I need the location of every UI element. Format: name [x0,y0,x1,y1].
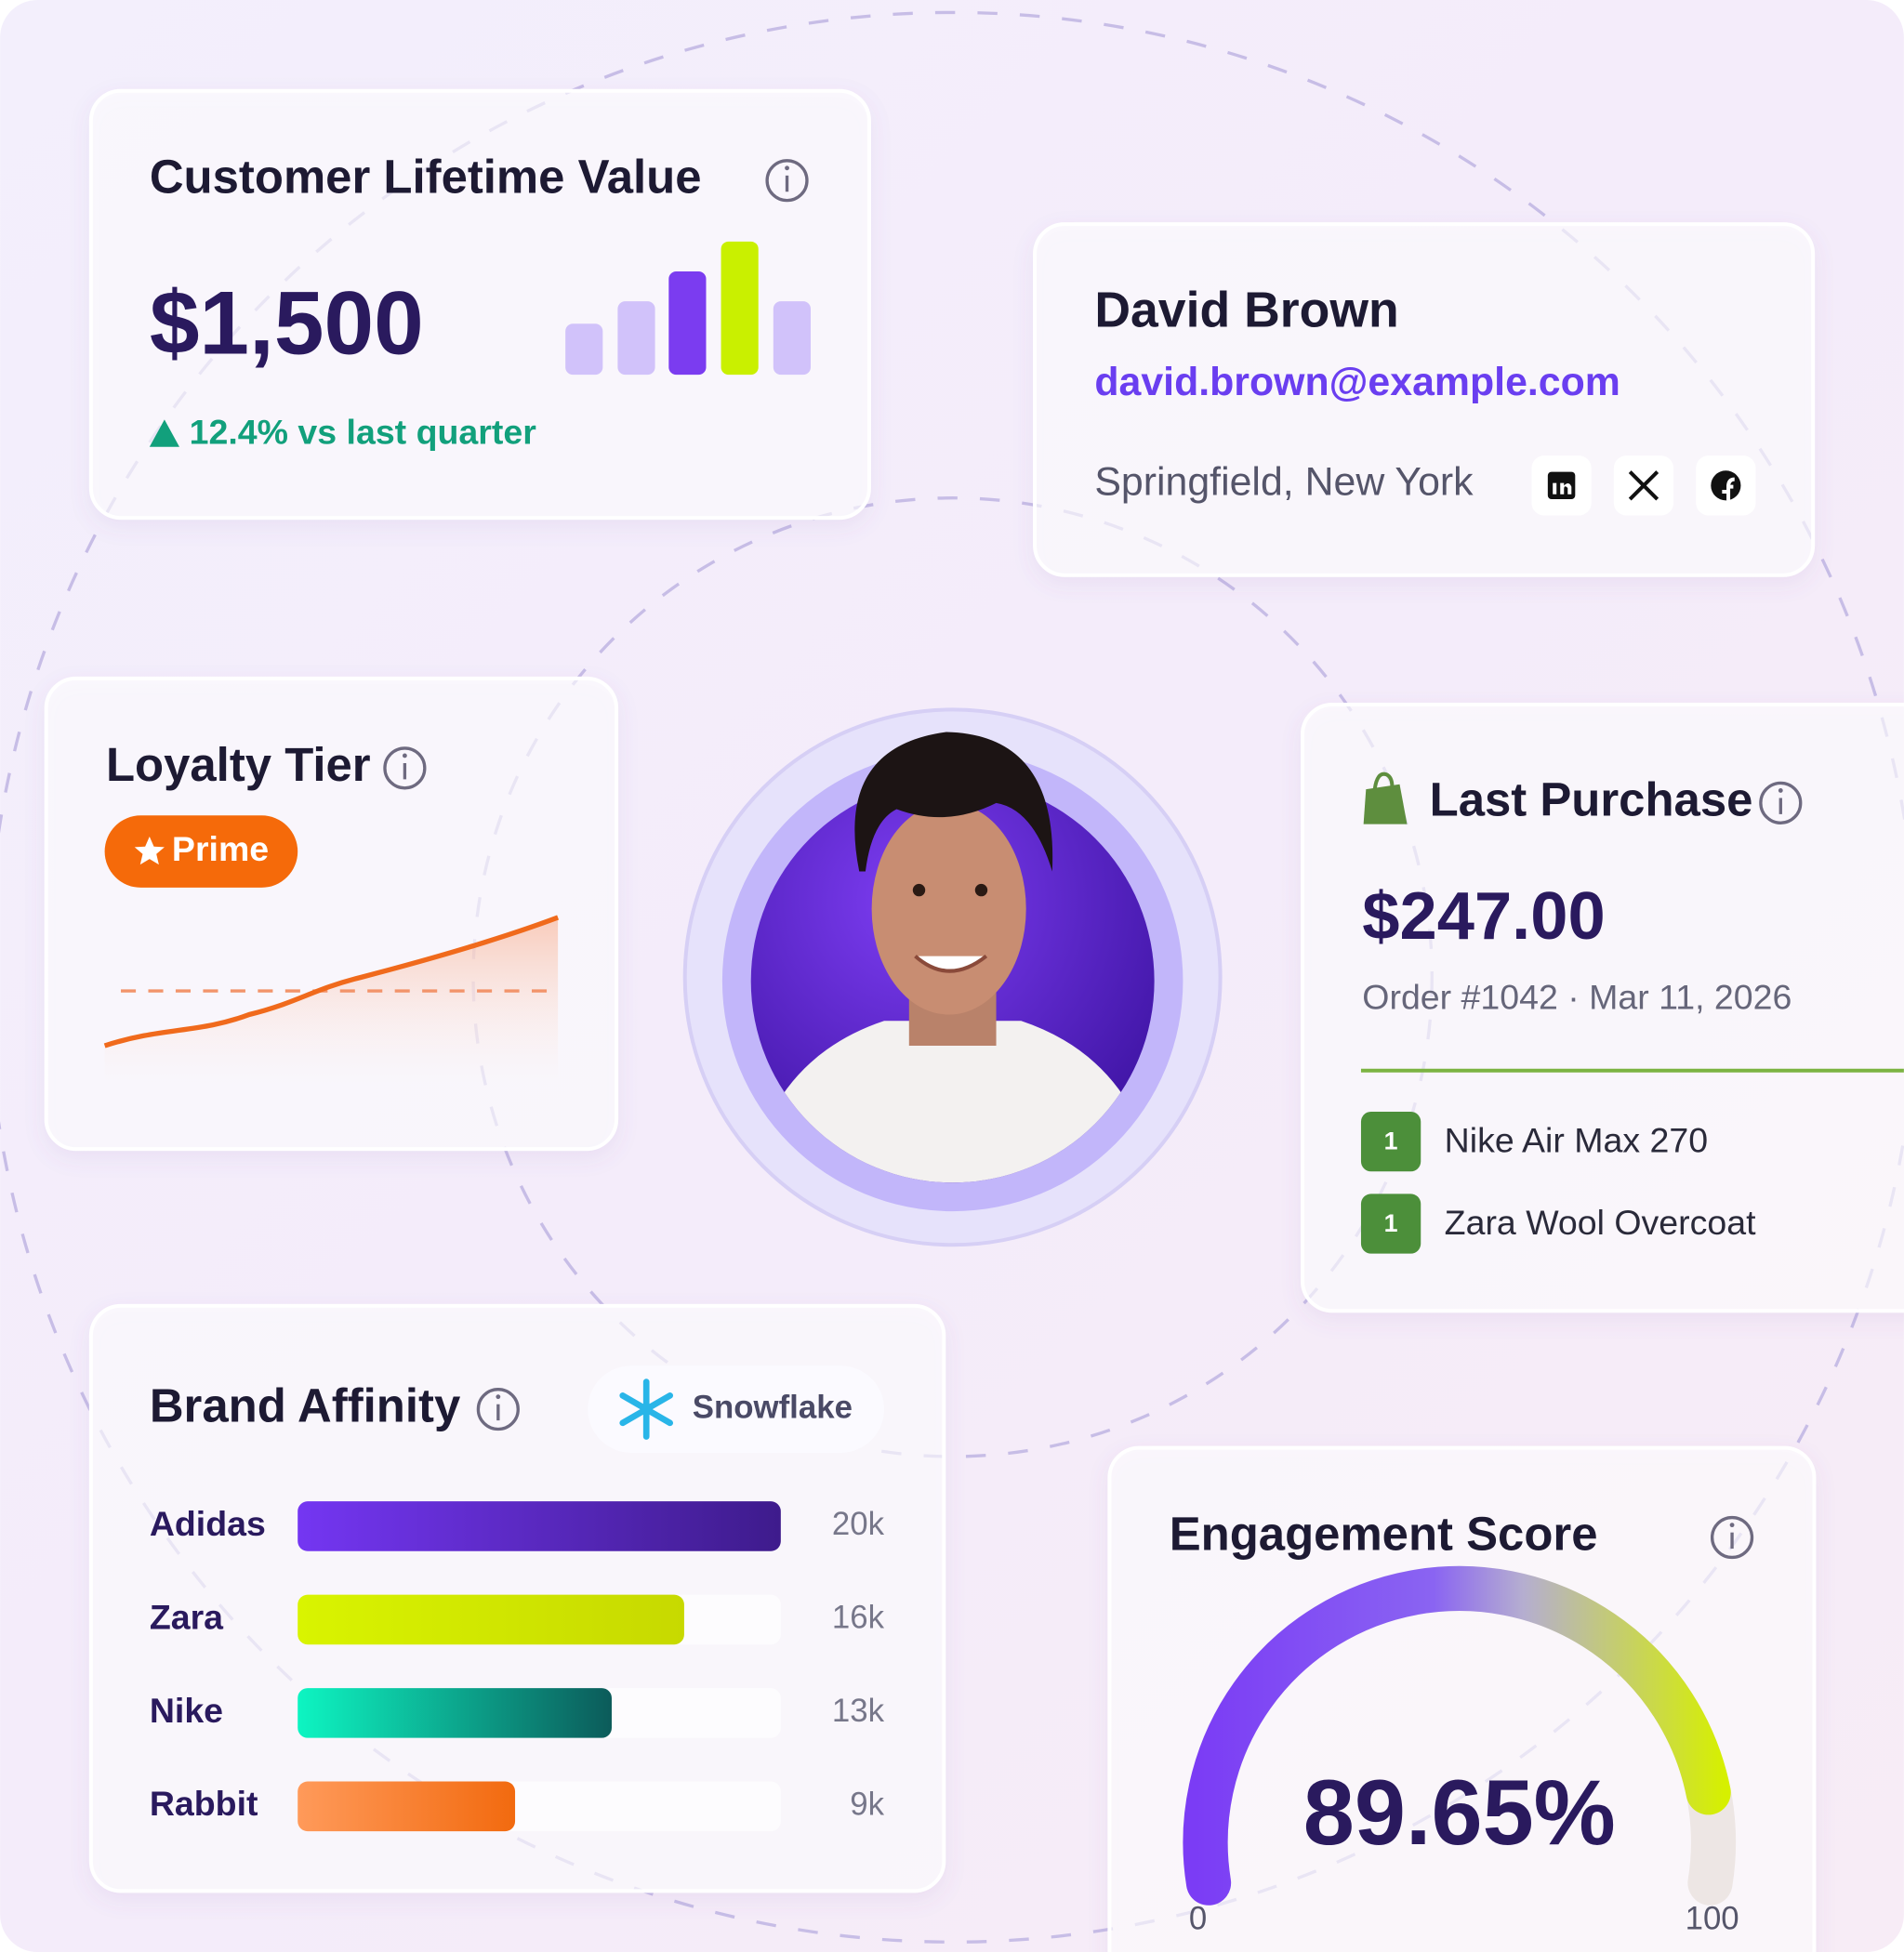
brand-label: Adidas [150,1504,266,1543]
info-icon-dot [1729,1523,1735,1528]
linkedin-icon-n [1560,482,1572,495]
purchase-amount: $247.00 [1362,879,1605,954]
info-icon-dot [1778,788,1783,793]
profile-location: Springfield, New York [1094,459,1474,504]
profile-name: David Brown [1094,284,1398,338]
shopify-icon [1363,784,1408,824]
bar-value-label: 20k [832,1506,885,1542]
clv-value: $1,500 [150,273,424,373]
qty: 1 [1384,1128,1398,1155]
card-bg [1301,703,1904,1313]
brand-label: Zara [150,1597,224,1636]
card-bg [1107,1445,1817,1952]
info-icon[interactable] [765,159,809,203]
bar [298,1688,612,1738]
card-title: Customer Lifetime Value [150,151,702,204]
info-icon[interactable] [1759,781,1803,824]
clv-change: 12.4% vs last quarter [190,412,537,451]
star-icon [134,837,165,865]
info-icon[interactable] [383,746,427,790]
mini-bar [721,241,759,376]
tier-badge [104,815,298,888]
bar [298,1594,684,1645]
brand-label: Rabbit [150,1784,258,1823]
bar-value-label: 13k [832,1693,885,1729]
gauge-value [1183,1566,1731,1906]
qty-badge [1360,1111,1421,1172]
profile-email[interactable]: david.brown@example.com [1094,360,1620,404]
card-title: Engagement Score [1170,1507,1598,1560]
face [871,802,1026,1015]
mini-bar [565,323,603,376]
brand-label: Nike [150,1691,223,1730]
qty: 1 [1384,1209,1398,1237]
brand-affinity-card: Brand Affinity Snowflake Adidas 20k Zara 16… [88,1303,946,1893]
tier-label: Prime [172,829,269,868]
last-purchase-card: Last Purchase $247.00 Order #1042 · Mar … [1301,703,1904,1313]
item-name: Zara Wool Overcoat [1445,1203,1756,1242]
x-icon [1628,470,1659,501]
mini-bar [668,270,707,376]
hair [854,732,1053,872]
profile-card: David Brown david.brown@example.com Spri… [1033,222,1816,577]
order-info: Order #1042 · Mar 11, 2026 [1362,977,1792,1016]
eye [912,883,926,897]
mini-bar [617,301,655,376]
facebook-icon-f [1722,477,1735,501]
bar [298,1781,516,1832]
bar-value-label: 9k [850,1787,884,1823]
gauge-min: 0 [1189,1901,1207,1937]
info-icon-dot [785,165,789,171]
shopify-icon-handle [1372,772,1395,790]
facebook-icon [1711,470,1741,501]
linkedin-icon-i [1553,482,1557,495]
trend-line [103,915,560,1049]
snowflake-icon [619,1378,673,1440]
card-title: Loyalty Tier [106,738,371,791]
eye [974,883,988,897]
score-value: 89.65% [1303,1761,1616,1865]
loyalty-card: Loyalty Tier Prime [44,676,619,1152]
up-arrow [149,419,179,447]
smile [914,955,988,973]
info-icon-dot [402,753,407,758]
info-icon[interactable] [1710,1515,1754,1560]
card-bg [88,88,871,521]
card-title: Brand Affinity [150,1379,461,1432]
engagement-card: Engagement Score 89.65% 0 100 [1107,1445,1817,1952]
card-title: Last Purchase [1430,772,1753,825]
source-pill [588,1365,885,1453]
bar-value-label: 16k [832,1600,885,1636]
info-icon[interactable] [476,1387,520,1431]
bar [298,1501,781,1551]
shirt [750,1021,1155,1183]
gauge-max: 100 [1686,1901,1739,1937]
source-label: Snowflake [693,1389,853,1425]
clv-card: Customer Lifetime Value $1,500 12.4% vs … [88,88,871,521]
item-name: Nike Air Max 270 [1445,1120,1708,1159]
info-icon-dot [496,1394,501,1400]
mini-bar [773,301,811,376]
trend-area [104,917,559,1084]
avatar [682,707,1223,1247]
qty-badge [1360,1194,1421,1254]
orbit-outer [0,11,1904,1944]
